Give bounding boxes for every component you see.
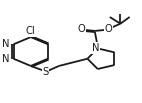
Text: S: S xyxy=(42,67,49,77)
Text: N: N xyxy=(2,39,10,49)
Text: Cl: Cl xyxy=(26,26,36,36)
Text: O: O xyxy=(105,24,112,34)
Text: O: O xyxy=(78,24,85,34)
Text: N: N xyxy=(2,54,10,64)
Text: N: N xyxy=(92,43,99,53)
